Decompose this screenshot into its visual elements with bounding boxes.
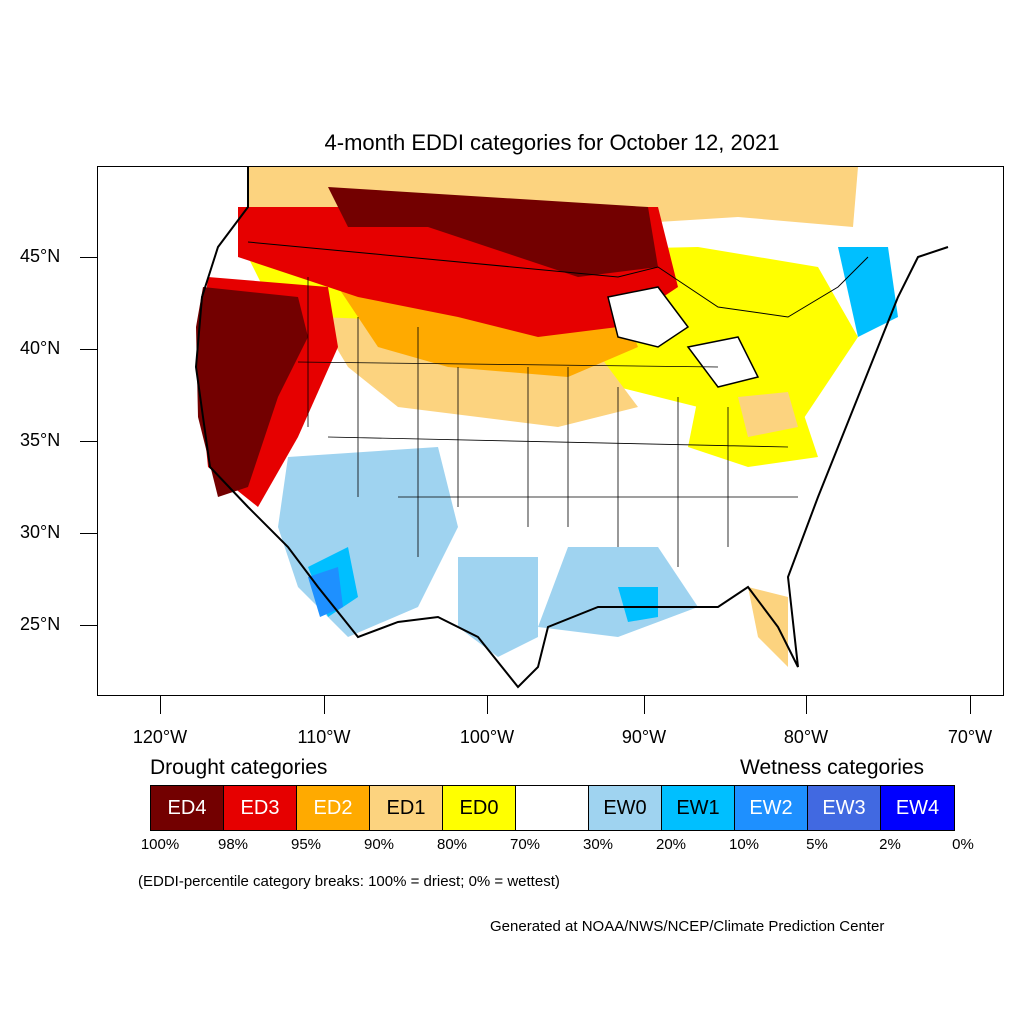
percentile-break-label: 100% bbox=[140, 836, 180, 853]
lon-tick bbox=[487, 696, 488, 714]
map-panel bbox=[97, 166, 1004, 696]
lon-tick bbox=[324, 696, 325, 714]
ed1-appalachia bbox=[738, 392, 798, 437]
lon-tick bbox=[160, 696, 161, 714]
legend-cell: ED3 bbox=[224, 786, 297, 830]
credit-line: Generated at NOAA/NWS/NCEP/Climate Predi… bbox=[490, 918, 885, 935]
percentile-break-label: 30% bbox=[582, 836, 614, 853]
lon-label: 120°W bbox=[132, 727, 188, 747]
category-legend: ED4 ED3 ED2 ED1 ED0 EW0 EW1 EW2 EW3 EW4 bbox=[150, 785, 955, 831]
percentile-break-label: 0% bbox=[952, 836, 974, 853]
ed4-west bbox=[196, 287, 308, 497]
percentile-break-label: 70% bbox=[509, 836, 541, 853]
us-outline bbox=[194, 167, 949, 689]
percentile-break-label: 5% bbox=[806, 836, 828, 853]
us-canada-border bbox=[247, 241, 869, 318]
lon-label: 90°W bbox=[621, 727, 667, 747]
lat-tick bbox=[80, 257, 97, 258]
eddi-map bbox=[194, 167, 949, 689]
legend-cell: EW3 bbox=[808, 786, 881, 830]
great-lakes bbox=[607, 286, 760, 388]
lat-tick bbox=[80, 441, 97, 442]
legend-cell: ED4 bbox=[151, 786, 224, 830]
percentile-break-label: 90% bbox=[363, 836, 395, 853]
legend-cell: ED0 bbox=[443, 786, 516, 830]
percentile-break-label: 10% bbox=[728, 836, 760, 853]
legend-cell: EW0 bbox=[589, 786, 662, 830]
percentile-break-label: 95% bbox=[290, 836, 322, 853]
legend-cell: ED1 bbox=[370, 786, 443, 830]
legend-cell: EW2 bbox=[735, 786, 808, 830]
ew1-louisiana bbox=[618, 587, 658, 622]
lon-label: 70°W bbox=[947, 727, 993, 747]
legend-cell bbox=[516, 786, 589, 830]
lat-tick bbox=[80, 625, 97, 626]
lon-tick bbox=[806, 696, 807, 714]
percentile-break-label: 98% bbox=[217, 836, 249, 853]
lat-tick bbox=[80, 349, 97, 350]
legend-cell: EW4 bbox=[881, 786, 954, 830]
percentile-break-label: 20% bbox=[655, 836, 687, 853]
lon-label: 110°W bbox=[297, 727, 351, 747]
ew0-texas bbox=[458, 557, 538, 657]
legend-cell: ED2 bbox=[297, 786, 370, 830]
percentile-break-label: 2% bbox=[879, 836, 901, 853]
wetness-heading: Wetness categories bbox=[740, 756, 925, 779]
ed1-northern-band bbox=[248, 167, 858, 227]
lat-label: 35°N bbox=[20, 430, 61, 450]
lon-label: 100°W bbox=[459, 727, 515, 747]
lat-label: 45°N bbox=[20, 246, 61, 266]
state-lines bbox=[297, 277, 798, 567]
map-title: 4-month EDDI categories for October 12, … bbox=[324, 130, 780, 155]
ew1-northeast bbox=[838, 247, 898, 337]
ed1-florida bbox=[748, 587, 788, 667]
ew0-gulf-coast bbox=[538, 547, 698, 637]
lat-tick bbox=[80, 533, 97, 534]
legend-cell: EW1 bbox=[662, 786, 735, 830]
lon-tick bbox=[970, 696, 971, 714]
drought-heading: Drought categories bbox=[150, 756, 328, 779]
legend-note: (EDDI-percentile category breaks: 100% =… bbox=[138, 873, 560, 890]
percentile-break-label: 80% bbox=[436, 836, 468, 853]
ed4-north bbox=[328, 187, 658, 277]
lat-label: 25°N bbox=[20, 614, 61, 634]
ew0-southwest bbox=[278, 447, 458, 637]
lon-tick bbox=[644, 696, 645, 714]
ew2-southwest bbox=[308, 567, 343, 617]
lat-label: 30°N bbox=[20, 522, 61, 542]
lon-label: 80°W bbox=[783, 727, 829, 747]
lat-label: 40°N bbox=[20, 338, 61, 358]
